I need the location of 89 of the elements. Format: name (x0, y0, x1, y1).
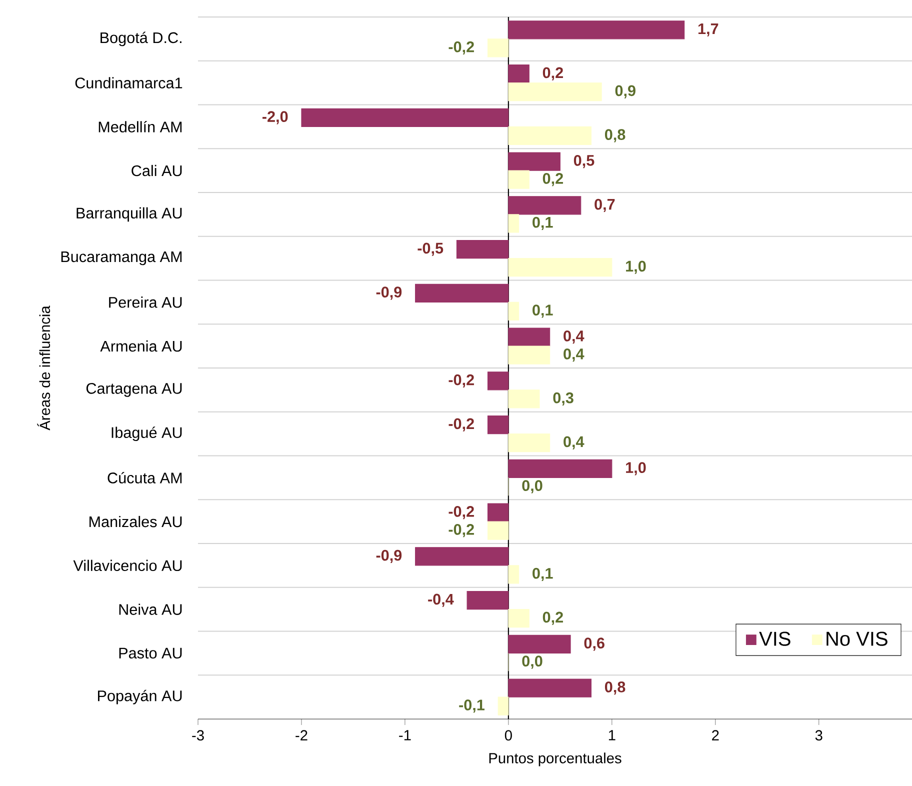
bar (415, 547, 509, 566)
y-tick-label: Pasto AU (119, 648, 182, 659)
data-label: -0,2 (448, 524, 474, 538)
data-label: 0,3 (553, 392, 574, 406)
data-label: 0,8 (604, 129, 626, 142)
x-tick-label: 0 (504, 730, 512, 741)
data-label: -0,2 (448, 41, 474, 54)
data-label: 1,0 (626, 462, 646, 476)
bar (508, 170, 530, 189)
data-label: 0,4 (564, 330, 584, 344)
bar (456, 240, 509, 259)
legend-label: VIS (759, 632, 790, 646)
bar (508, 328, 550, 346)
data-label: 0,1 (532, 216, 553, 230)
bar (301, 108, 509, 127)
data-label: 0,1 (532, 304, 553, 318)
bar (508, 64, 530, 84)
bar (508, 609, 530, 628)
data-label: 1,0 (626, 260, 646, 274)
y-tick-label: Ibagué AU (112, 426, 182, 442)
bar (508, 258, 612, 277)
y-tick-label: Popayán AU (98, 690, 182, 704)
y-tick-label: Bucaramanga AM (61, 251, 182, 266)
bar (508, 126, 592, 145)
bar (487, 372, 509, 390)
data-label: 1,7 (698, 23, 718, 36)
data-label: -0,5 (418, 242, 444, 256)
legend-label: No VIS (826, 632, 888, 646)
bar (498, 696, 509, 716)
data-label: -0,9 (376, 550, 402, 563)
data-label: 0,0 (522, 480, 542, 494)
data-label: 0,1 (532, 568, 553, 581)
y-tick-label: Barranquilla AU (76, 207, 182, 222)
y-tick-label: Cartagena AU (86, 382, 182, 397)
x-tick-label: 2 (712, 730, 719, 740)
bar (508, 196, 582, 215)
bar (508, 214, 520, 233)
bar (466, 591, 509, 610)
x-axis-title: Puntos porcentuales (489, 752, 622, 766)
data-label: 0,9 (615, 85, 636, 98)
data-label: 0,8 (604, 682, 626, 695)
bar (487, 503, 509, 522)
bar (508, 152, 560, 171)
bar (508, 678, 592, 698)
data-label: 0,4 (564, 348, 584, 362)
data-label: 0,7 (594, 198, 615, 212)
y-tick-label: Neiva AU (119, 604, 182, 615)
bar (508, 634, 571, 654)
y-tick-label: Manizales AU (90, 516, 182, 528)
bar (508, 434, 550, 452)
x-tick-label: 1 (608, 730, 616, 740)
y-tick-label: Cundinamarca1 (75, 77, 182, 88)
y-tick-label: Villavicencio AU (73, 560, 182, 572)
y-tick-label: Bogotá D.C. (100, 32, 182, 46)
bar (487, 521, 509, 540)
bar (508, 82, 602, 102)
data-label: 0,6 (584, 638, 604, 651)
bar (487, 38, 509, 58)
x-tick-label: -3 (192, 730, 204, 741)
bar (508, 390, 540, 408)
data-label: -0,1 (459, 700, 484, 713)
data-label: -0,4 (428, 594, 454, 607)
data-label: 0,2 (542, 173, 563, 186)
bar (508, 346, 550, 364)
bar (508, 20, 685, 40)
y-tick-label: Pereira AU (109, 296, 182, 308)
data-label: -0,2 (448, 374, 474, 388)
data-label: 0,2 (542, 67, 563, 80)
data-label: -0,2 (448, 506, 474, 520)
y-tick-label: Cali AU (132, 164, 182, 176)
y-tick-label: Armenia AU (100, 340, 182, 352)
bar (508, 459, 612, 478)
y-axis-title: Áreas de influencia (37, 306, 50, 430)
x-tick-label: 3 (815, 730, 822, 741)
bar (415, 284, 509, 302)
x-tick-label: -2 (296, 730, 308, 740)
data-label: 0,2 (542, 612, 563, 625)
x-tick-label: -1 (399, 730, 411, 740)
y-tick-label: Cúcuta AM (108, 472, 182, 484)
data-label: 0,0 (522, 656, 542, 669)
data-label: 0,4 (564, 436, 584, 450)
bar (508, 565, 520, 584)
data-label: 0,5 (574, 155, 594, 168)
data-label: -0,9 (376, 286, 402, 300)
bar (508, 302, 520, 320)
bar (487, 416, 509, 434)
data-label: -0,2 (448, 418, 474, 432)
y-tick-label: Medellín AM (98, 120, 182, 132)
data-label: -2,0 (262, 111, 288, 124)
